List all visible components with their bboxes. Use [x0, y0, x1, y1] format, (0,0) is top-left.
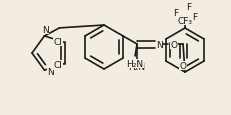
Text: F: F — [173, 9, 178, 18]
Text: CF₃: CF₃ — [177, 17, 192, 26]
Text: O: O — [179, 61, 187, 70]
Text: N: N — [47, 67, 54, 76]
Text: Cl: Cl — [54, 61, 63, 69]
Text: F: F — [186, 3, 191, 12]
Text: O: O — [170, 40, 177, 49]
Text: H₂N: H₂N — [127, 59, 144, 68]
Text: N: N — [156, 40, 163, 49]
Text: H₂N: H₂N — [128, 62, 146, 71]
Text: F: F — [192, 12, 197, 21]
Text: N: N — [42, 26, 49, 35]
Text: Cl: Cl — [54, 38, 63, 46]
